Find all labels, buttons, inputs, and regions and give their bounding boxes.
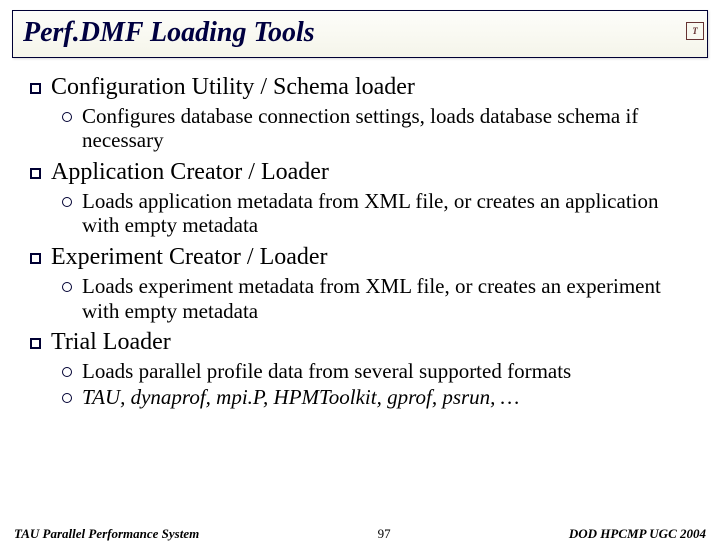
sub-item: Loads experiment metadata from XML file,… — [62, 274, 698, 324]
sub-item-text: Configures database connection settings,… — [82, 104, 698, 154]
sub-item-text: TAU, dynaprof, mpi.P, HPMToolkit, gprof,… — [82, 385, 519, 410]
circle-bullet-icon — [62, 197, 72, 207]
list-item: Trial Loader Loads parallel profile data… — [30, 329, 698, 409]
sub-item: Loads parallel profile data from several… — [62, 359, 698, 384]
item-heading: Configuration Utility / Schema loader — [51, 74, 415, 102]
square-bullet-icon — [30, 338, 41, 349]
item-heading: Trial Loader — [51, 329, 171, 357]
sub-item-text: Loads experiment metadata from XML file,… — [82, 274, 698, 324]
sub-item-text: Loads parallel profile data from several… — [82, 359, 571, 384]
item-heading: Experiment Creator / Loader — [51, 244, 328, 272]
circle-bullet-icon — [62, 282, 72, 292]
corner-logo: T — [686, 22, 704, 40]
sub-item-text: Loads application metadata from XML file… — [82, 189, 698, 239]
circle-bullet-icon — [62, 112, 72, 122]
sub-item: Configures database connection settings,… — [62, 104, 698, 154]
sub-item: TAU, dynaprof, mpi.P, HPMToolkit, gprof,… — [62, 385, 698, 410]
list-item: Application Creator / Loader Loads appli… — [30, 159, 698, 238]
square-bullet-icon — [30, 253, 41, 264]
sub-item: Loads application metadata from XML file… — [62, 189, 698, 239]
title-bar: Perf.DMF Loading Tools — [12, 10, 708, 58]
item-heading: Application Creator / Loader — [51, 159, 329, 187]
square-bullet-icon — [30, 83, 41, 94]
circle-bullet-icon — [62, 367, 72, 377]
list-item: Configuration Utility / Schema loader Co… — [30, 74, 698, 153]
list-item: Experiment Creator / Loader Loads experi… — [30, 244, 698, 323]
slide-content: Configuration Utility / Schema loader Co… — [0, 66, 720, 410]
square-bullet-icon — [30, 168, 41, 179]
circle-bullet-icon — [62, 393, 72, 403]
slide-title: Perf.DMF Loading Tools — [23, 17, 315, 48]
